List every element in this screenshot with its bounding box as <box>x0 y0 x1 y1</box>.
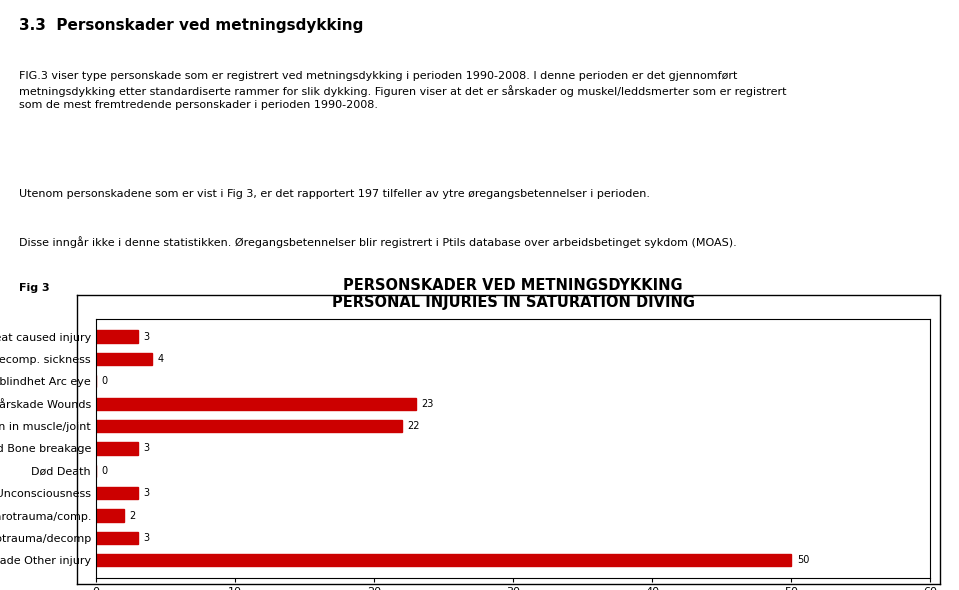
Text: 50: 50 <box>797 555 809 565</box>
Text: 3: 3 <box>143 488 150 498</box>
Text: 0: 0 <box>102 466 107 476</box>
Text: 4: 4 <box>157 354 163 364</box>
Text: Disse inngår ikke i denne statistikken. Øregangsbetennelser blir registrert i Pt: Disse inngår ikke i denne statistikken. … <box>19 236 737 248</box>
Text: 3: 3 <box>143 444 150 453</box>
Text: Utenom personskadene som er vist i Fig 3, er det rapportert 197 tilfeller av ytr: Utenom personskadene som er vist i Fig 3… <box>19 189 650 199</box>
Bar <box>96 487 138 499</box>
Text: 23: 23 <box>421 399 433 409</box>
Text: 3: 3 <box>143 332 150 342</box>
Text: FIG.3 viser type personskade som er registrert ved metningsdykking i perioden 19: FIG.3 viser type personskade som er regi… <box>19 71 786 110</box>
Text: 3.3  Personskader ved metningsdykking: 3.3 Personskader ved metningsdykking <box>19 18 363 32</box>
Bar <box>96 398 416 410</box>
Bar <box>96 442 138 454</box>
Text: 3: 3 <box>143 533 150 543</box>
Bar <box>96 353 152 365</box>
Text: 22: 22 <box>408 421 420 431</box>
Text: 0: 0 <box>102 376 107 386</box>
Title: PERSONSKADER VED METNINGSDYKKING
PERSONAL INJURIES IN SATURATION DIVING: PERSONSKADER VED METNINGSDYKKING PERSONA… <box>332 278 694 310</box>
Bar <box>96 532 138 544</box>
Bar <box>96 554 791 566</box>
Bar <box>96 509 124 522</box>
Text: 2: 2 <box>129 510 135 520</box>
Bar <box>96 330 138 343</box>
Bar <box>96 420 402 432</box>
Text: Fig 3: Fig 3 <box>19 283 50 293</box>
